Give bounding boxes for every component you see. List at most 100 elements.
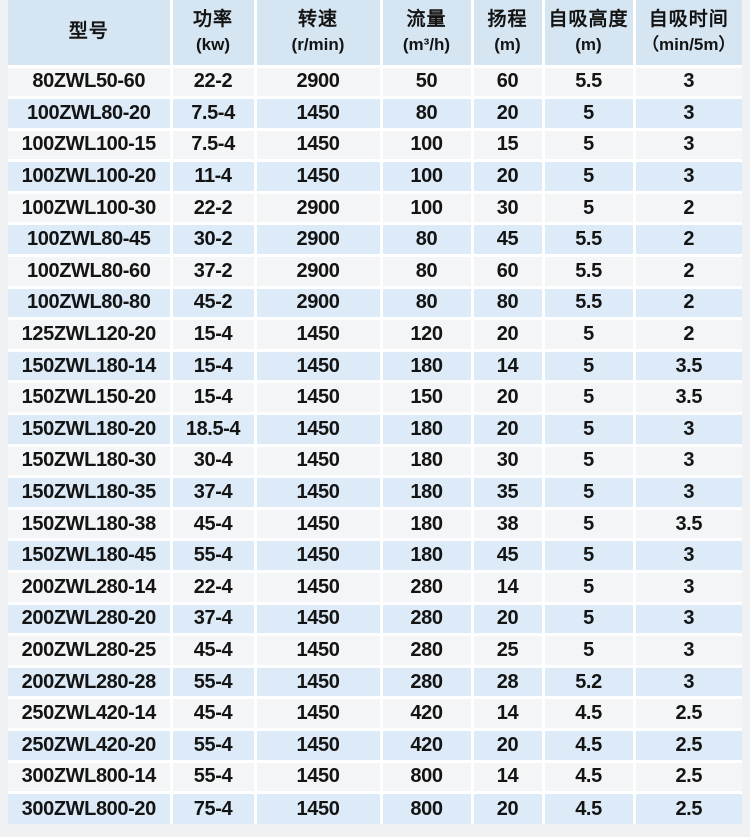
table-row: 200ZWL280-28 55-4 1450 280 28 5.2 3 — [8, 666, 742, 700]
cell-suction-time: 3 — [634, 160, 742, 194]
cell-suction-height-m: 5 — [543, 508, 636, 542]
cell-suction-time: 3 — [634, 445, 742, 479]
cell-suction-height-m: 5.2 — [543, 666, 636, 700]
cell-model: 150ZWL180-14 — [8, 350, 173, 384]
cell-head-m: 14 — [472, 350, 545, 384]
cell-flow-m3h: 280 — [381, 634, 474, 668]
cell-model: 100ZWL80-45 — [8, 223, 173, 258]
cell-power-kw: 75-4 — [171, 792, 257, 825]
cell-speed-rpm: 1450 — [255, 129, 383, 163]
cell-speed-rpm: 2900 — [255, 287, 383, 321]
table-row: 100ZWL100-30 22-2 2900 100 30 5 2 — [8, 192, 742, 226]
cell-model: 150ZWL180-45 — [8, 539, 173, 573]
header-suction-time-title: 自吸时间 — [648, 9, 729, 31]
cell-model: 125ZWL120-20 — [8, 318, 173, 352]
cell-suction-time: 3 — [634, 129, 742, 163]
header-suction-height-unit: (m) — [575, 35, 602, 55]
cell-model: 100ZWL100-15 — [8, 129, 173, 163]
cell-power-kw: 15-4 — [171, 381, 257, 416]
cell-head-m: 20 — [472, 160, 545, 194]
cell-suction-height-m: 5.5 — [543, 255, 636, 289]
cell-flow-m3h: 120 — [381, 318, 474, 352]
cell-suction-time: 3.5 — [634, 350, 742, 384]
cell-model: 200ZWL280-28 — [8, 666, 173, 700]
cell-flow-m3h: 420 — [381, 697, 474, 731]
cell-suction-height-m: 5.5 — [543, 66, 636, 100]
cell-power-kw: 55-4 — [171, 666, 257, 700]
cell-power-kw: 45-4 — [171, 697, 257, 731]
cell-suction-time: 2 — [634, 192, 742, 226]
cell-suction-time: 3.5 — [634, 508, 742, 542]
cell-speed-rpm: 2900 — [255, 255, 383, 289]
cell-suction-height-m: 4.5 — [543, 729, 636, 763]
table-row: 150ZWL180-20 18.5-4 1450 180 20 5 3 — [8, 413, 742, 447]
cell-suction-height-m: 5 — [543, 445, 636, 479]
table-row: 150ZWL150-20 15-4 1450 150 20 5 3.5 — [8, 381, 742, 416]
cell-head-m: 28 — [472, 666, 545, 700]
cell-suction-time: 3 — [634, 97, 742, 131]
cell-model: 250ZWL420-20 — [8, 729, 173, 763]
cell-flow-m3h: 180 — [381, 508, 474, 542]
cell-suction-height-m: 5.5 — [543, 287, 636, 321]
cell-suction-height-m: 5 — [543, 160, 636, 194]
cell-speed-rpm: 1450 — [255, 571, 383, 605]
header-flow: 流量 (m³/h) — [381, 0, 474, 68]
cell-model: 100ZWL80-20 — [8, 97, 173, 131]
cell-power-kw: 22-4 — [171, 571, 257, 605]
cell-flow-m3h: 800 — [381, 761, 474, 795]
table-row: 100ZWL80-45 30-2 2900 80 45 5.5 2 — [8, 223, 742, 258]
cell-model: 100ZWL100-20 — [8, 160, 173, 194]
table-row: 150ZWL180-38 45-4 1450 180 38 5 3.5 — [8, 508, 742, 542]
cell-speed-rpm: 1450 — [255, 350, 383, 384]
cell-speed-rpm: 2900 — [255, 192, 383, 226]
cell-suction-height-m: 5 — [543, 476, 636, 510]
cell-head-m: 20 — [472, 413, 545, 447]
pump-spec-table: 型号 功率 (kw) 转速 (r/min) 流量 (m³/h) 扬程 (m — [8, 0, 742, 825]
header-suction-height-title: 自吸高度 — [548, 9, 629, 31]
header-row: 型号 功率 (kw) 转速 (r/min) 流量 (m³/h) 扬程 (m — [8, 0, 742, 68]
cell-model: 150ZWL180-38 — [8, 508, 173, 542]
header-suction-time-unit: （min/5m） — [641, 35, 736, 55]
cell-suction-time: 3.5 — [634, 381, 742, 416]
cell-suction-height-m: 5.5 — [543, 223, 636, 258]
header-suction-time: 自吸时间 （min/5m） — [634, 0, 742, 68]
cell-speed-rpm: 1450 — [255, 381, 383, 416]
table-row: 150ZWL180-30 30-4 1450 180 30 5 3 — [8, 445, 742, 479]
cell-model: 200ZWL280-14 — [8, 571, 173, 605]
table-row: 150ZWL180-45 55-4 1450 180 45 5 3 — [8, 539, 742, 573]
cell-speed-rpm: 2900 — [255, 223, 383, 258]
table-row: 100ZWL80-20 7.5-4 1450 80 20 5 3 — [8, 97, 742, 131]
table-row: 125ZWL120-20 15-4 1450 120 20 5 2 — [8, 318, 742, 352]
cell-head-m: 30 — [472, 192, 545, 226]
cell-model: 150ZWL180-20 — [8, 413, 173, 447]
cell-model: 200ZWL280-20 — [8, 603, 173, 637]
cell-power-kw: 45-4 — [171, 508, 257, 542]
cell-power-kw: 22-2 — [171, 192, 257, 226]
cell-suction-height-m: 5 — [543, 603, 636, 637]
table-row: 150ZWL180-35 37-4 1450 180 35 5 3 — [8, 476, 742, 510]
cell-flow-m3h: 420 — [381, 729, 474, 763]
cell-head-m: 20 — [472, 318, 545, 352]
cell-suction-time: 2 — [634, 287, 742, 321]
cell-speed-rpm: 1450 — [255, 603, 383, 637]
cell-model: 100ZWL100-30 — [8, 192, 173, 226]
cell-head-m: 45 — [472, 539, 545, 573]
cell-suction-time: 3 — [634, 666, 742, 700]
cell-head-m: 20 — [472, 381, 545, 416]
cell-power-kw: 30-2 — [171, 223, 257, 258]
table-row: 200ZWL280-20 37-4 1450 280 20 5 3 — [8, 603, 742, 637]
cell-flow-m3h: 800 — [381, 792, 474, 825]
cell-model: 300ZWL800-20 — [8, 792, 173, 825]
table-row: 300ZWL800-20 75-4 1450 800 20 4.5 2.5 — [8, 792, 742, 825]
cell-head-m: 45 — [472, 223, 545, 258]
cell-suction-height-m: 4.5 — [543, 792, 636, 825]
header-flow-unit: (m³/h) — [402, 35, 451, 55]
cell-flow-m3h: 280 — [381, 571, 474, 605]
cell-power-kw: 37-2 — [171, 255, 257, 289]
cell-flow-m3h: 50 — [381, 66, 474, 100]
cell-suction-time: 3 — [634, 66, 742, 100]
header-model: 型号 — [8, 0, 173, 68]
cell-head-m: 30 — [472, 445, 545, 479]
cell-power-kw: 7.5-4 — [171, 97, 257, 131]
cell-flow-m3h: 180 — [381, 413, 474, 447]
